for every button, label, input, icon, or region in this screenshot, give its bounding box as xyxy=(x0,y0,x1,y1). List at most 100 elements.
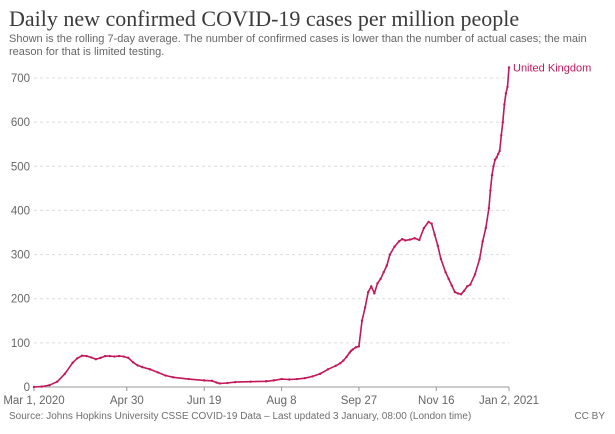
data-point xyxy=(311,375,314,378)
data-point xyxy=(385,264,388,267)
x-tick-label: Mar 1, 2020 xyxy=(3,395,64,407)
data-point xyxy=(397,240,401,243)
data-point xyxy=(487,207,491,210)
data-point xyxy=(430,222,433,225)
data-point xyxy=(466,285,469,288)
data-point xyxy=(444,271,447,274)
data-point xyxy=(489,189,492,192)
data-point xyxy=(388,253,392,256)
series-line-united-kingdom xyxy=(33,66,510,388)
data-point xyxy=(370,285,373,288)
data-point xyxy=(498,149,501,153)
data-point xyxy=(71,361,74,364)
x-tick-label: Jan 2, 2021 xyxy=(479,395,539,407)
data-point xyxy=(233,380,237,384)
data-point xyxy=(303,376,306,380)
data-point xyxy=(436,244,440,247)
data-point xyxy=(500,134,503,137)
data-point xyxy=(360,319,364,322)
data-point xyxy=(484,226,487,230)
data-point xyxy=(433,233,436,236)
data-point xyxy=(504,92,508,95)
data-point xyxy=(373,292,376,295)
data-point xyxy=(32,385,36,389)
data-point xyxy=(85,354,88,358)
data-point xyxy=(215,381,218,384)
data-point xyxy=(272,379,276,382)
data-point xyxy=(507,66,511,69)
data-point xyxy=(226,381,229,385)
y-tick-label: 500 xyxy=(11,161,30,173)
data-point xyxy=(210,379,214,383)
data-point xyxy=(334,364,337,368)
data-point xyxy=(363,306,367,309)
y-tick-label: 400 xyxy=(11,205,30,217)
data-point xyxy=(90,356,93,359)
data-point xyxy=(319,372,322,375)
data-point xyxy=(351,348,354,351)
data-point xyxy=(164,374,167,377)
data-point xyxy=(56,380,59,383)
data-point xyxy=(439,257,443,261)
data-point xyxy=(117,354,121,358)
tick-layer: 0 100 200 300 400 500 600 700 Mar 1, 2020 Apr 30 J… xyxy=(3,73,539,407)
data-point xyxy=(506,85,509,89)
data-point xyxy=(288,378,291,381)
data-point xyxy=(496,152,500,156)
y-tick-label: 200 xyxy=(11,294,30,306)
data-point xyxy=(249,380,252,383)
series-layer: United Kingdom xyxy=(32,62,591,389)
data-point xyxy=(453,290,457,294)
chart-subtitle: Shown is the rolling 7-day average. The … xyxy=(9,33,587,58)
data-point xyxy=(469,283,472,286)
data-point xyxy=(202,379,206,382)
data-point xyxy=(108,354,112,358)
data-point xyxy=(367,290,370,294)
data-point xyxy=(481,240,484,243)
data-point xyxy=(462,289,466,292)
data-point xyxy=(393,245,396,248)
data-point xyxy=(348,351,351,354)
data-point xyxy=(326,368,330,371)
data-point xyxy=(354,346,358,349)
data-point xyxy=(127,356,130,360)
data-point xyxy=(345,355,348,359)
data-point xyxy=(379,277,382,281)
data-point xyxy=(493,158,497,161)
data-point xyxy=(422,226,426,230)
data-point xyxy=(63,372,67,375)
grid-layer xyxy=(33,77,510,391)
y-tick-label: 300 xyxy=(11,250,30,262)
y-tick-label: 700 xyxy=(11,73,30,85)
data-point xyxy=(382,271,385,274)
series-label: United Kingdom xyxy=(513,62,591,74)
data-point xyxy=(218,382,221,385)
data-point xyxy=(136,364,139,367)
data-point xyxy=(495,156,498,159)
data-point xyxy=(48,384,51,387)
x-tick-label: Apr 30 xyxy=(110,395,144,407)
chart-title: Daily new confirmed COVID-19 cases per m… xyxy=(9,6,520,31)
data-point xyxy=(401,237,404,241)
data-point xyxy=(141,365,144,369)
y-tick-label: 100 xyxy=(11,338,30,350)
data-point xyxy=(280,377,283,381)
data-point xyxy=(342,359,345,362)
y-tick-label: 600 xyxy=(11,117,30,129)
data-point xyxy=(264,380,268,383)
license-link[interactable]: CC BY xyxy=(574,411,605,422)
data-point xyxy=(492,165,495,168)
data-point xyxy=(131,361,135,364)
data-point xyxy=(427,220,430,224)
data-point xyxy=(103,354,107,358)
data-point xyxy=(408,238,412,241)
data-point xyxy=(40,385,43,388)
data-point xyxy=(503,103,506,106)
data-point xyxy=(156,371,159,374)
data-point xyxy=(404,239,407,242)
data-point xyxy=(295,377,299,381)
data-point xyxy=(99,356,102,360)
x-tick-label: Jun 19 xyxy=(187,395,222,407)
y-tick-label: 0 xyxy=(24,382,30,394)
